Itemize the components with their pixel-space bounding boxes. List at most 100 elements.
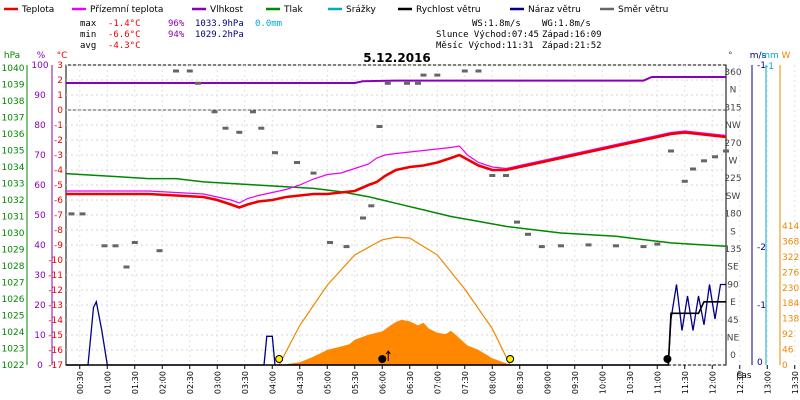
- wind-direction-point: [701, 159, 707, 163]
- wind-direction-point: [613, 244, 619, 248]
- moonrise-arrow-head: [385, 350, 391, 355]
- tick-celsius: -3: [54, 151, 63, 161]
- wind-direction-point: [68, 212, 75, 216]
- axis-direction-title: °: [728, 51, 733, 61]
- stat-min-temp: -6.6°C: [108, 30, 141, 40]
- tick-direction: 180: [724, 210, 741, 220]
- wind-direction-point: [654, 242, 661, 246]
- tick-solar: 414: [782, 222, 799, 232]
- stat-max-temp: -1.4°C: [108, 19, 141, 29]
- tick-celsius: -13: [48, 301, 63, 311]
- tick-direction: W: [729, 157, 738, 167]
- tick-hpa: 1030: [2, 229, 25, 239]
- wind-direction-point: [503, 174, 509, 177]
- legend-label: Teplota: [21, 5, 54, 15]
- legend: Teplota Přízemní teplota Vlhkost Tlak Srážky…: [4, 5, 668, 15]
- wind-direction-point: [384, 81, 391, 85]
- series-wind-speed: [66, 301, 726, 366]
- tick-percent: 50: [34, 211, 46, 221]
- chart-date: 5.12.2016: [363, 51, 431, 65]
- moon-rise: Měsíc Východ:11:31: [436, 41, 534, 51]
- wind-direction-point: [404, 81, 410, 85]
- wind-direction-point: [123, 265, 130, 269]
- tick-celsius: 1: [57, 91, 63, 101]
- wind-direction-point: [434, 73, 441, 77]
- tick-hpa: 1028: [2, 262, 25, 272]
- x-tick-label: 13:30: [791, 371, 800, 394]
- tick-hpa: 1038: [2, 97, 25, 107]
- wind-direction-point: [585, 243, 592, 247]
- plot-area: [65, 69, 729, 366]
- marker-moonrise: [378, 355, 387, 363]
- wind-direction-point: [376, 125, 383, 128]
- tick-percent: 90: [34, 91, 46, 101]
- plot-frame: [65, 64, 796, 366]
- stats-block: max -1.4°C 96% 1033.9hPa 0.0mm min -6.6°…: [80, 19, 602, 51]
- stat-min-hum: 94%: [168, 30, 185, 40]
- x-tick-label: 10:30: [626, 371, 635, 394]
- wind-direction-point: [723, 149, 729, 153]
- wind-direction-point: [195, 81, 201, 85]
- tick-celsius: -11: [48, 271, 63, 281]
- legend-label: Vlhkost: [210, 5, 243, 15]
- x-tick-label: 07:00: [433, 371, 442, 394]
- wind-direction-point: [558, 244, 564, 248]
- tick-celsius: 0: [57, 106, 63, 116]
- wind-direction-point: [222, 126, 229, 130]
- stat-avg-label: avg: [80, 41, 96, 51]
- tick-solar: 368: [782, 237, 799, 247]
- wind-direction-point: [668, 149, 674, 153]
- axis-rain-title: mm: [761, 51, 779, 61]
- wind-direction-point: [360, 216, 366, 220]
- legend-label: Rychlost větru: [416, 5, 481, 15]
- series-humidity: [66, 76, 726, 84]
- tick-hpa: 1025: [2, 312, 25, 322]
- tick-celsius: -5: [54, 181, 63, 191]
- sun-rise: Slunce Východ:07:45: [436, 30, 539, 40]
- tick-percent: 80: [34, 121, 46, 131]
- tick-solar: 0: [782, 361, 788, 371]
- tick-direction: 45: [727, 316, 738, 326]
- tick-hpa: 1022: [2, 361, 25, 371]
- tick-celsius: -16: [48, 346, 63, 356]
- tick-solar: 184: [782, 299, 799, 309]
- wind-direction-point: [640, 245, 647, 249]
- x-tick-label: 00:30: [76, 371, 85, 394]
- legend-label: Náraz větru: [528, 5, 581, 15]
- tick-percent: 40: [34, 241, 46, 251]
- tick-direction: 360: [724, 68, 741, 78]
- axis-percent-title: %: [37, 51, 46, 61]
- wind-direction-point: [294, 161, 300, 164]
- tick-percent: 70: [34, 151, 46, 161]
- wind-direction-point: [475, 69, 482, 73]
- tick-solar: 230: [782, 284, 799, 294]
- tick-hpa: 1033: [2, 180, 25, 190]
- x-tick-label: 09:30: [571, 371, 580, 394]
- x-tick-label: 01:30: [131, 371, 140, 394]
- wind-direction-point: [250, 110, 256, 114]
- x-tick-label: 05:30: [351, 371, 360, 394]
- x-tick-label: 09:00: [543, 371, 552, 394]
- tick-percent: 0: [37, 361, 43, 371]
- wind-direction-point: [514, 220, 520, 224]
- stat-max-label: max: [80, 19, 97, 29]
- tick-celsius: -14: [48, 316, 63, 326]
- stat-min-press: 1029.2hPa: [195, 30, 244, 40]
- tick-solar: 276: [782, 268, 799, 278]
- tick-wind: -1: [757, 301, 766, 311]
- tick-celsius: -6: [54, 196, 63, 206]
- wind-direction-point: [173, 69, 179, 73]
- sun-set: Západ:16:09: [542, 30, 602, 40]
- wind-direction-point: [343, 245, 350, 249]
- x-tick-label: 02:00: [158, 371, 167, 394]
- axes: hPa1022102310241025102610271028102910301…: [2, 51, 800, 371]
- x-tick-label: 10:00: [598, 371, 607, 394]
- tick-hpa: 1024: [2, 328, 25, 338]
- tick-hpa: 1040: [2, 64, 25, 74]
- x-tick-label: 07:30: [461, 371, 470, 394]
- tick-celsius: -4: [54, 166, 63, 176]
- x-tick-label: 12:00: [708, 371, 717, 394]
- stat-max-press: 1033.9hPa: [195, 19, 244, 29]
- tick-celsius: -7: [54, 211, 63, 221]
